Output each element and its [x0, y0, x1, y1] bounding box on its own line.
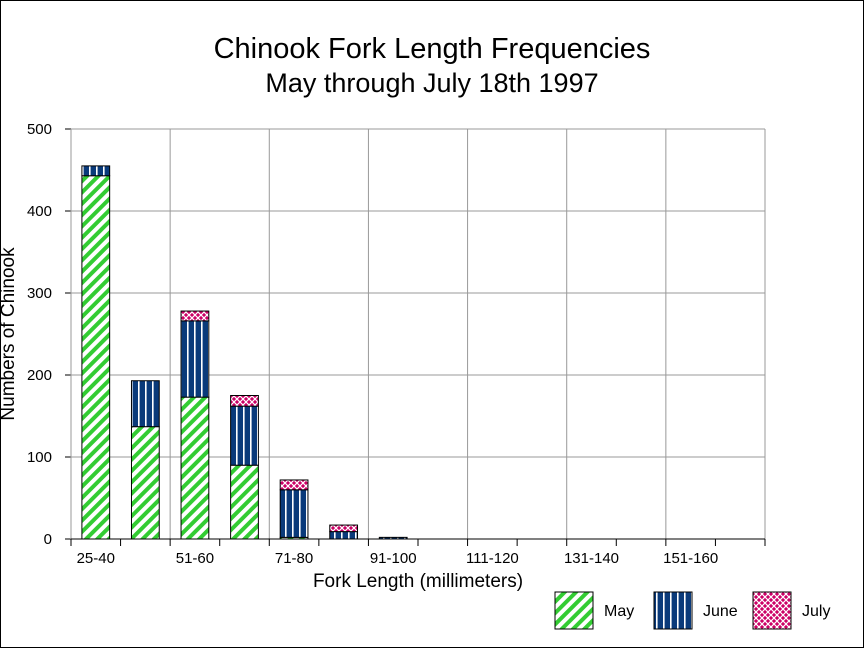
x-tick-labels: 25-40 51-60 71-80 91-100 111-120 131-140 151-1…: [77, 550, 719, 567]
y-tick-label: 500: [27, 121, 52, 138]
bar-june: [378, 536, 408, 540]
y-tick-label: 200: [27, 367, 52, 384]
bar-july: [180, 310, 210, 322]
x-axis-label: Fork Length (millimeters): [313, 571, 523, 592]
y-tick-label: 0: [44, 531, 52, 548]
legend-swatch-june: [653, 591, 693, 630]
x-tick-label: 111-120: [466, 550, 519, 567]
bar-may: [230, 464, 259, 540]
x-tick-label: 131-140: [564, 550, 619, 567]
y-tick-label: 400: [27, 203, 52, 220]
bar-june: [230, 405, 259, 466]
legend-swatch-july: [752, 591, 792, 630]
grid: [65, 128, 766, 546]
y-axis-label: Numbers of Chinook: [0, 247, 19, 421]
y-tick-labels: 0 100 200 300 400 500: [27, 121, 52, 548]
bar-june: [329, 531, 359, 540]
bar-may: [81, 175, 111, 540]
bar-july: [279, 479, 309, 491]
y-tick-label: 100: [27, 449, 52, 466]
bar-may: [130, 426, 160, 540]
legend: May June July: [554, 591, 830, 630]
legend-label: July: [802, 603, 830, 620]
chart-subtitle: May through July 18th 1997: [265, 68, 598, 98]
bar-june: [130, 380, 160, 428]
x-tick-label: 71-80: [275, 550, 313, 567]
legend-label: June: [703, 603, 738, 620]
bars: [81, 165, 408, 540]
x-tick-label: 151-160: [663, 550, 718, 567]
bar-july: [230, 395, 259, 407]
chart-title: Chinook Fork Length Frequencies: [214, 33, 651, 65]
y-tick-label: 300: [27, 285, 52, 302]
bar-june: [180, 320, 210, 398]
x-tick-label: 25-40: [77, 550, 115, 567]
x-tick-label: 51-60: [176, 550, 214, 567]
bar-june: [279, 489, 309, 538]
bar-may: [180, 396, 210, 540]
legend-label: May: [604, 603, 634, 620]
bar-june: [81, 165, 111, 177]
legend-swatch-may: [554, 591, 594, 630]
x-tick-label: 91-100: [370, 550, 417, 567]
bar-july: [329, 524, 359, 533]
